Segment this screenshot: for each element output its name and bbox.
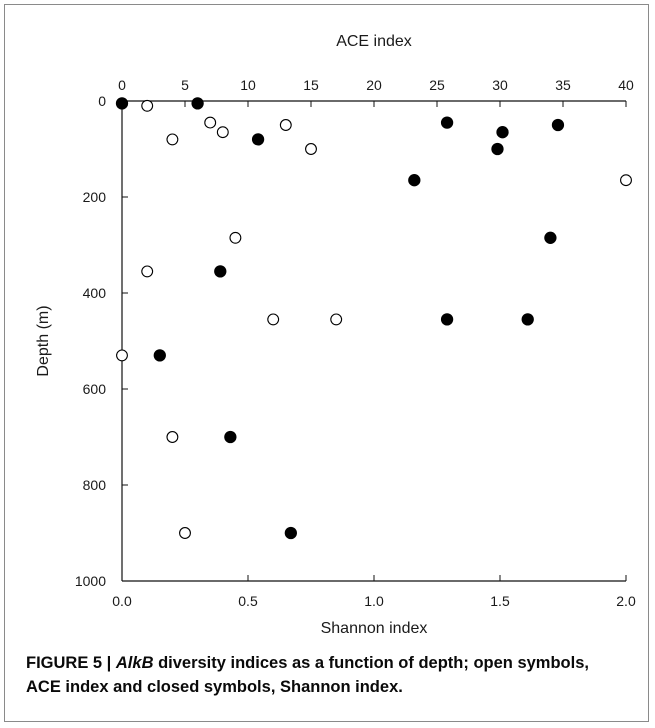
top-axis-tick-label: 10 [240, 77, 256, 93]
top-axis-tick-label: 0 [118, 77, 126, 93]
caption-gene: AlkB [115, 654, 154, 672]
bottom-axis-title: Shannon index [321, 620, 428, 637]
ace-point [141, 99, 154, 112]
ace-point [229, 231, 242, 244]
y-axis-tick-label: 600 [83, 381, 107, 397]
ace-point [166, 133, 179, 146]
shannon-point [224, 430, 237, 444]
top-axis-title: ACE index [336, 33, 412, 50]
figure-frame [4, 4, 649, 722]
shannon-point [251, 133, 265, 146]
top-axis-tick-label: 30 [492, 77, 508, 93]
bottom-axis-tick-label: 1.5 [490, 593, 510, 609]
ace-point [116, 349, 128, 362]
top-axis-tick-label: 25 [429, 77, 445, 93]
shannon-point [191, 97, 204, 110]
figure-caption: FIGURE 5 | AlkB diversity indices as a f… [26, 651, 626, 699]
top-axis-tick-label: 5 [181, 77, 189, 93]
ace-point [166, 431, 179, 443]
ace-point [330, 313, 343, 326]
top-axis-tick-label: 20 [366, 77, 382, 93]
shannon-point [214, 265, 227, 278]
shannon-point [521, 313, 534, 326]
shannon-point [115, 97, 129, 110]
y-axis-tick-label: 1000 [75, 573, 106, 589]
top-axis-tick-label: 40 [618, 77, 634, 93]
ace-point [141, 265, 154, 278]
top-axis-tick-label: 35 [555, 77, 571, 93]
ace-point [179, 527, 191, 539]
ace-point [204, 116, 217, 129]
scatter-chart: 0 5 10 15 20 25 30 35 40 ACE index 0.0 0.5 1.0 1.5 2.0… [35, 33, 636, 637]
shannon-point [284, 526, 297, 540]
shannon-point [544, 231, 557, 244]
shannon-point [496, 126, 509, 139]
ace-point [620, 174, 632, 187]
plot-area: 0 5 10 15 20 25 30 35 40 ACE index 0.0 0.5 1.0 1.5 2.0… [35, 33, 636, 637]
shannon-point [440, 313, 454, 326]
shannon-point [153, 349, 166, 362]
y-axis-tick-label: 800 [83, 477, 107, 493]
top-axis-tick-label: 15 [303, 77, 319, 93]
shannon-point [551, 118, 565, 132]
ace-point [279, 119, 292, 131]
ace-point [305, 143, 317, 155]
caption-prefix: FIGURE 5 | [26, 654, 116, 672]
ace-point [267, 313, 280, 326]
bottom-axis-tick-label: 2.0 [616, 593, 636, 609]
y-axis-tick-label: 400 [83, 285, 107, 301]
bottom-axis-tick-label: 0.5 [238, 593, 258, 609]
y-axis-tick-label: 0 [98, 93, 106, 109]
shannon-point [491, 142, 504, 156]
y-axis-tick-label: 200 [83, 189, 107, 205]
bottom-axis-tick-label: 0.0 [112, 593, 132, 609]
shannon-point [408, 174, 421, 187]
shannon-point [440, 116, 454, 129]
caption-text: diversity indices as a function of depth… [26, 654, 589, 696]
ace-point [216, 126, 229, 139]
bottom-axis-tick-label: 1.0 [364, 593, 384, 609]
y-axis-title: Depth (m) [35, 305, 52, 376]
